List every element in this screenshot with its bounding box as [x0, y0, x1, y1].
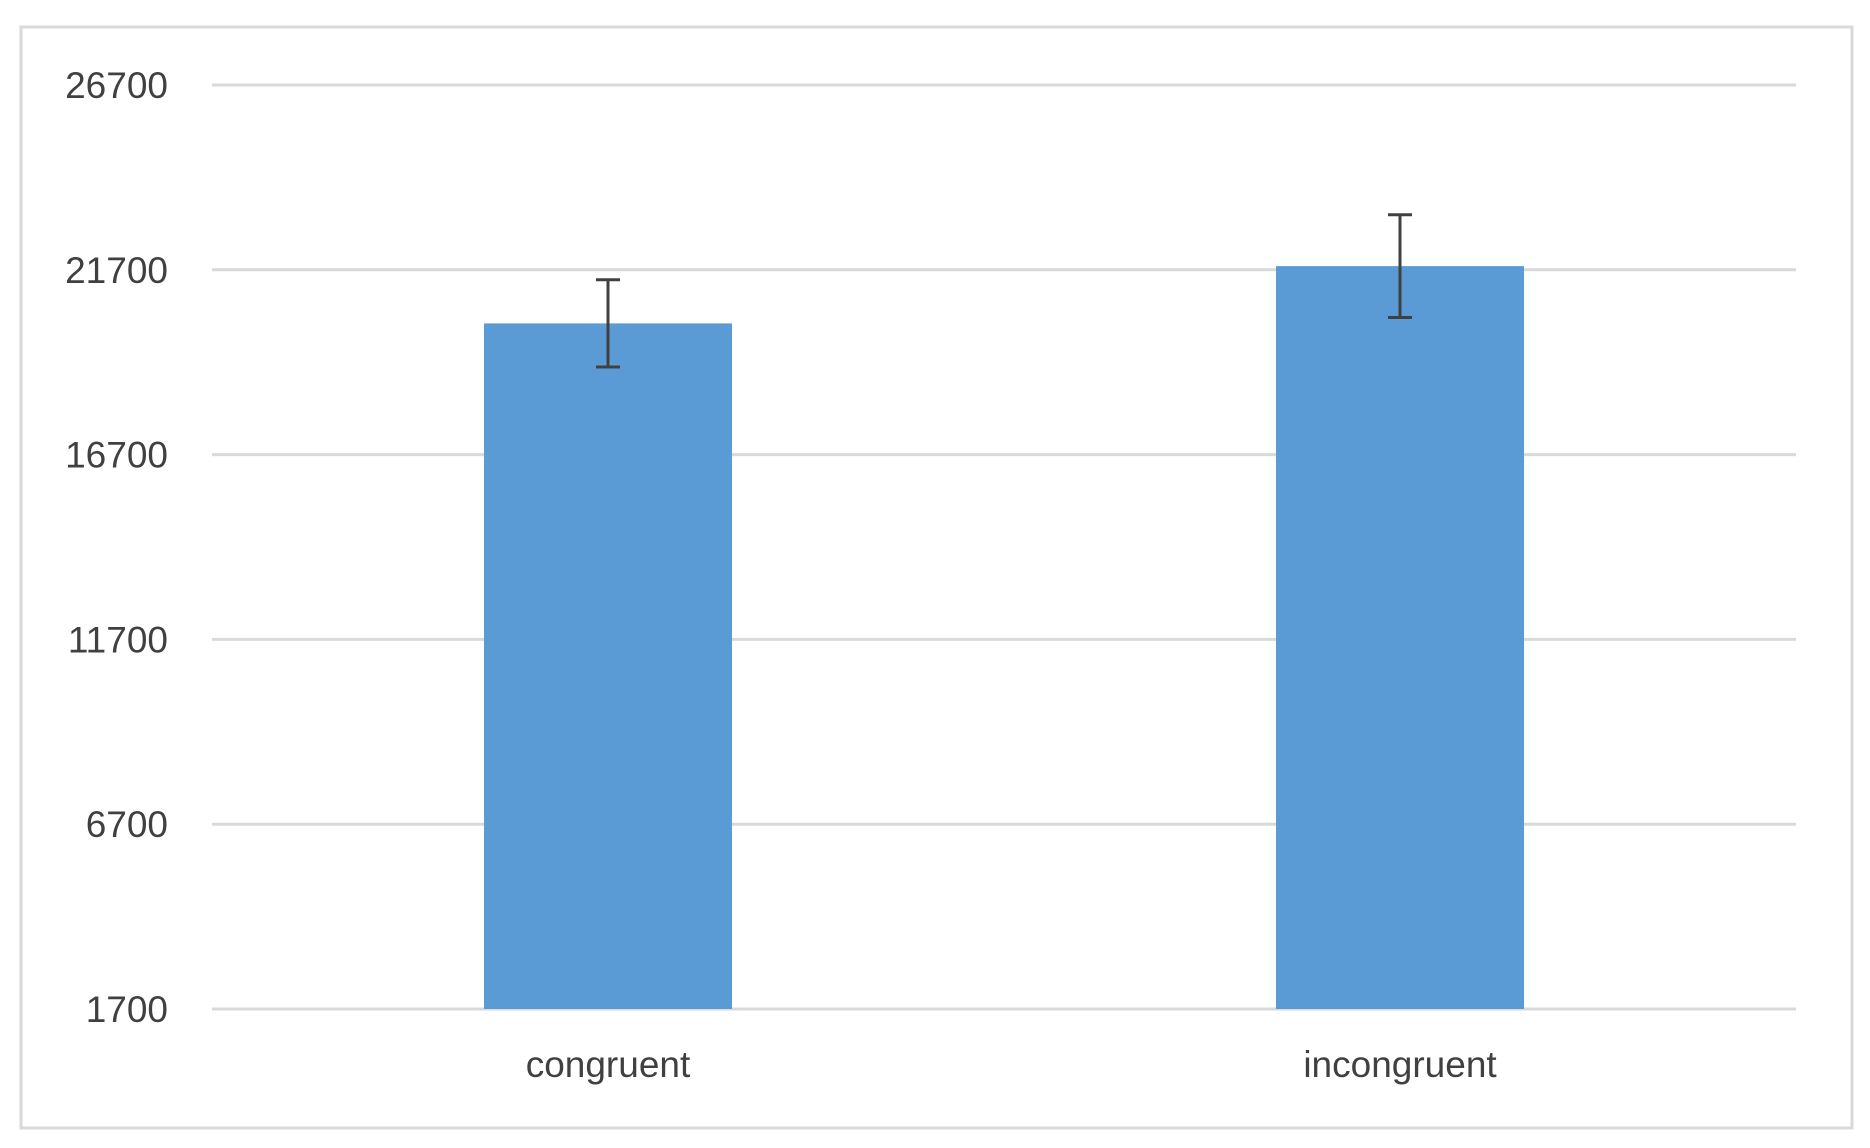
bar-incongruent	[1276, 266, 1524, 1009]
gridlines	[212, 83, 1796, 1011]
y-tick-label: 1700	[86, 989, 168, 1030]
error-bar-incongruent	[1388, 213, 1412, 319]
error-bar-congruent	[596, 278, 620, 369]
y-tick-label: 11700	[68, 619, 168, 660]
bar-congruent	[484, 323, 732, 1010]
chart-border	[19, 25, 1854, 1130]
error-bars	[596, 213, 1412, 369]
y-tick-label: 6700	[86, 804, 168, 845]
y-axis-tick-labels: 1700 6700 11700 16700 21700 26700	[65, 65, 168, 1030]
x-axis-category-labels: congruent incongruent	[526, 1044, 1498, 1085]
x-tick-label-incongruent: incongruent	[1303, 1044, 1497, 1085]
y-tick-label: 16700	[65, 435, 168, 476]
y-tick-label: 26700	[65, 65, 168, 106]
y-tick-label: 21700	[65, 250, 168, 291]
bars	[484, 266, 1524, 1010]
x-tick-label-congruent: congruent	[526, 1044, 691, 1085]
